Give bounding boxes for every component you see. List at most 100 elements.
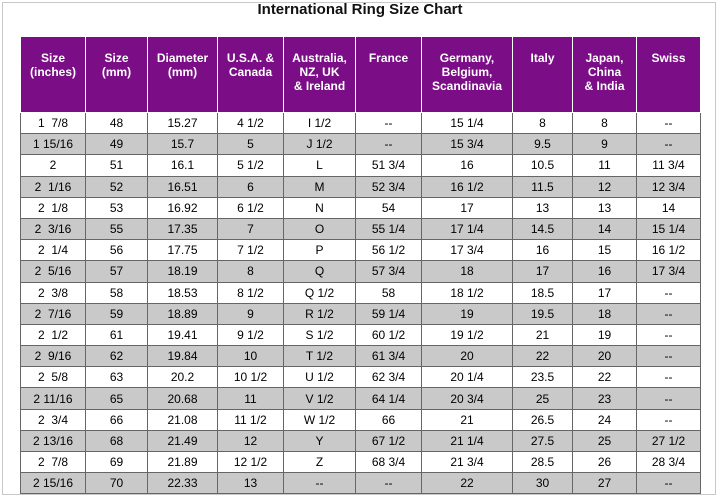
table-cell-italy: 21 <box>512 323 573 347</box>
table-cell-usa-canada: 7 1/2 <box>217 239 284 262</box>
column-header-france: France <box>355 36 422 113</box>
table-cell-australia-nz-uk-ireland: W 1/2 <box>283 408 356 431</box>
table-cell-size-mm: 70 <box>85 472 148 495</box>
table-cell-italy: 13 <box>512 196 573 219</box>
table-cell-size-inches: 2 5/16 <box>20 260 86 283</box>
table-cell-germany-belgium-scandinavia: 19 <box>421 302 513 325</box>
table-cell-italy: 30 <box>512 472 573 495</box>
table-cell-germany-belgium-scandinavia: 15 3/4 <box>421 133 513 156</box>
table-cell-germany-belgium-scandinavia: 18 <box>421 260 513 283</box>
table-cell-size-mm: 59 <box>85 302 148 325</box>
table-cell-size-mm: 66 <box>85 408 148 431</box>
table-cell-size-inches: 2 9/16 <box>20 345 86 368</box>
table-cell-usa-canada: 12 <box>217 429 284 453</box>
table-cell-australia-nz-uk-ireland: Q <box>283 260 356 283</box>
table-cell-japan-china-india: 11 <box>572 154 637 177</box>
table-cell-size-mm: 56 <box>85 239 148 262</box>
table-cell-japan-china-india: 24 <box>572 408 637 431</box>
table-cell-size-mm: 65 <box>85 387 148 410</box>
table-cell-size-inches: 2 <box>20 154 86 177</box>
column-header-line: Canada <box>228 65 273 79</box>
table-cell-swiss: -- <box>636 281 701 304</box>
table-cell-swiss: 15 1/4 <box>636 217 701 241</box>
table-row: 2 13/16 68 21.49 12 Y 67 1/2 21 1/4 27.5 25 27 1/… <box>20 429 701 453</box>
table-cell-italy: 17 <box>512 260 573 283</box>
table-cell-diameter-mm: 17.35 <box>147 217 218 241</box>
table-cell-australia-nz-uk-ireland: R 1/2 <box>283 302 356 325</box>
table-cell-usa-canada: 4 1/2 <box>217 111 284 135</box>
table-cell-swiss: -- <box>636 111 701 135</box>
table-cell-size-inches: 2 3/4 <box>20 408 86 431</box>
table-cell-usa-canada: 10 <box>217 345 284 368</box>
table-cell-france: 55 1/4 <box>355 217 422 241</box>
table-cell-size-mm: 51 <box>85 154 148 177</box>
column-header-line: Scandinavia <box>431 79 503 93</box>
table-cell-size-mm: 58 <box>85 281 148 304</box>
table-cell-usa-canada: 12 1/2 <box>217 450 284 474</box>
table-cell-swiss: -- <box>636 366 701 389</box>
table-cell-size-inches: 2 1/16 <box>20 175 86 198</box>
table-cell-diameter-mm: 21.08 <box>147 408 218 431</box>
column-header-line: Germany, <box>439 51 495 65</box>
table-cell-italy: 23.5 <box>512 366 573 389</box>
table-cell-japan-china-india: 19 <box>572 323 637 347</box>
table-cell-usa-canada: 6 1/2 <box>217 196 284 219</box>
table-cell-japan-china-india: 26 <box>572 450 637 474</box>
column-header-line: Size <box>104 51 129 65</box>
column-header-line: Belgium, <box>441 65 493 79</box>
column-header-line: U.S.A. & <box>226 51 275 65</box>
table-cell-diameter-mm: 16.92 <box>147 196 218 219</box>
table-cell-germany-belgium-scandinavia: 17 3/4 <box>421 239 513 262</box>
table-cell-diameter-mm: 19.84 <box>147 345 218 368</box>
table-cell-size-mm: 55 <box>85 217 148 241</box>
table-cell-france: 54 <box>355 196 422 219</box>
table-cell-italy: 25 <box>512 387 573 410</box>
table-cell-japan-china-india: 9 <box>572 133 637 156</box>
table-cell-germany-belgium-scandinavia: 20 <box>421 345 513 368</box>
table-cell-france: -- <box>355 133 422 156</box>
table-cell-germany-belgium-scandinavia: 20 3/4 <box>421 387 513 410</box>
table-cell-france: 60 1/2 <box>355 323 422 347</box>
table-cell-italy: 10.5 <box>512 154 573 177</box>
column-header-line: Italy <box>530 51 555 65</box>
table-cell-japan-china-india: 17 <box>572 281 637 304</box>
table-cell-france: 66 <box>355 408 422 431</box>
table-row: 2 3/16 55 17.35 7 O 55 1/4 17 1/4 14.5 14 15 1/4 <box>20 217 701 241</box>
column-header-size-inches: Size (inches) <box>20 36 86 113</box>
table-cell-diameter-mm: 18.53 <box>147 281 218 304</box>
ring-size-table: Size (inches) Size (mm) Diameter (mm) U.S.A. &… <box>20 36 701 495</box>
table-cell-japan-china-india: 8 <box>572 111 637 135</box>
table-cell-italy: 11.5 <box>512 175 573 198</box>
table-cell-usa-canada: 13 <box>217 472 284 495</box>
table-cell-japan-china-india: 25 <box>572 429 637 453</box>
table-cell-italy: 27.5 <box>512 429 573 453</box>
table-cell-swiss: 14 <box>636 196 701 219</box>
table-cell-japan-china-india: 15 <box>572 239 637 262</box>
table-cell-japan-china-india: 23 <box>572 387 637 410</box>
table-cell-size-inches: 2 1/2 <box>20 323 86 347</box>
table-cell-usa-canada: 11 <box>217 387 284 410</box>
table-cell-france: 56 1/2 <box>355 239 422 262</box>
table-cell-swiss: -- <box>636 408 701 431</box>
table-cell-italy: 8 <box>512 111 573 135</box>
table-body: 1 7/8 48 15.27 4 1/2 I 1/2 -- 15 1/4 8 8 -- 1 15/1… <box>20 111 701 495</box>
column-header-line: Size <box>40 51 65 65</box>
column-header-italy: Italy <box>512 36 573 113</box>
column-header-line: (mm) <box>167 65 198 79</box>
table-cell-italy: 14.5 <box>512 217 573 241</box>
table-row: 2 7/16 59 18.89 9 R 1/2 59 1/4 19 19.5 18 -- <box>20 302 701 325</box>
table-cell-diameter-mm: 22.33 <box>147 472 218 495</box>
table-cell-france: 58 <box>355 281 422 304</box>
header-row: Size (inches) Size (mm) Diameter (mm) U.S.A. &… <box>20 36 701 113</box>
table-cell-france: 68 3/4 <box>355 450 422 474</box>
table-cell-usa-canada: 8 <box>217 260 284 283</box>
table-cell-size-mm: 48 <box>85 111 148 135</box>
column-header-line: Diameter <box>156 51 209 65</box>
table-cell-france: 52 3/4 <box>355 175 422 198</box>
table-cell-diameter-mm: 15.27 <box>147 111 218 135</box>
table-cell-germany-belgium-scandinavia: 18 1/2 <box>421 281 513 304</box>
column-header-line: Japan, <box>585 51 624 65</box>
table-cell-size-inches: 2 3/16 <box>20 217 86 241</box>
table-cell-italy: 16 <box>512 239 573 262</box>
table-cell-italy: 22 <box>512 345 573 368</box>
